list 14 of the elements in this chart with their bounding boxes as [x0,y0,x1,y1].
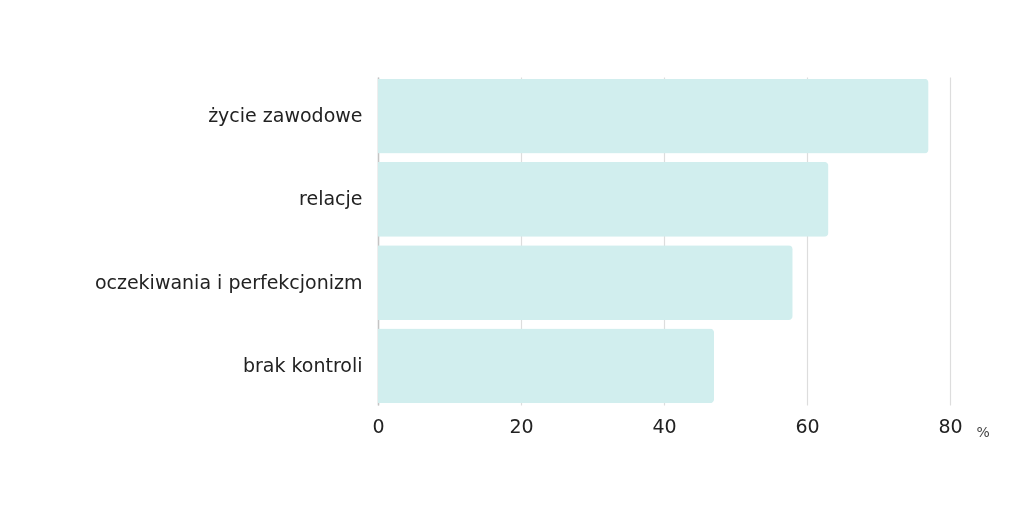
y-tick-label: brak kontroli [242,353,363,376]
x-axis-title: % [976,423,990,440]
x-tick-label: 60 [795,414,820,437]
y-tick-label: oczekiwania i perfekcjonizm [94,270,363,293]
bar [378,161,829,237]
x-tick-label: 20 [509,414,534,437]
x-tick-label: 40 [652,414,677,437]
bar [378,245,793,321]
bar [378,78,929,154]
x-tick-label: 0 [372,414,385,437]
bar [378,328,715,404]
y-tick-label: relacje [299,187,363,210]
x-tick-label: 80 [938,414,963,437]
y-tick-label: życie zawodowe [208,104,363,127]
